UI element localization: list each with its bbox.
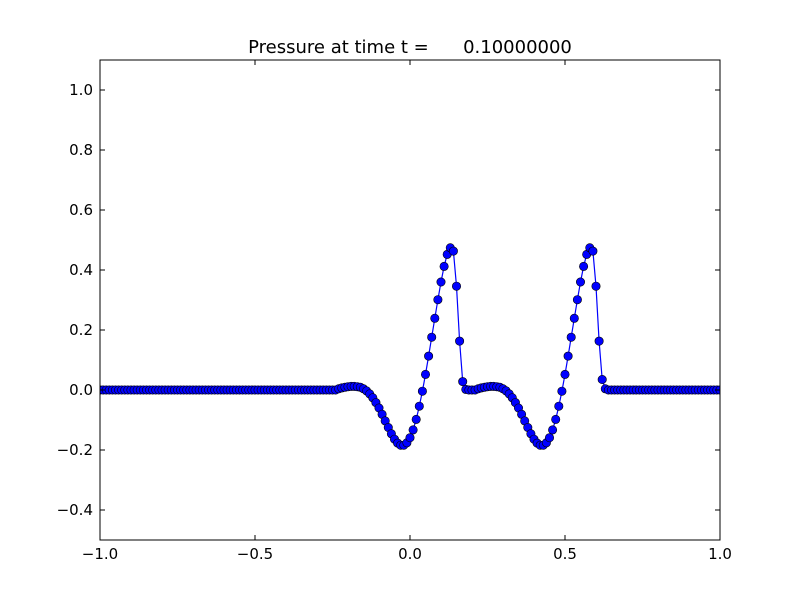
- y-tick-label: 0.0: [69, 381, 93, 399]
- x-tick-label: 0.0: [398, 545, 422, 563]
- y-tick-label: −0.2: [57, 441, 93, 459]
- data-point: [458, 377, 468, 387]
- x-tick-label: 0.5: [553, 545, 577, 563]
- data-point: [579, 261, 589, 271]
- data-point: [591, 281, 601, 291]
- data-point: [548, 425, 558, 435]
- data-point: [544, 433, 554, 443]
- data-point: [597, 374, 607, 384]
- chart-title: Pressure at time t = 0.10000000: [248, 37, 572, 58]
- data-point: [572, 295, 582, 305]
- plot-frame: [99, 59, 721, 541]
- data-point: [557, 386, 567, 396]
- axis-ticks: −1.0 −0.5 0.0 0.5 1.0 −0.4 −0.2 0.0 0.2 0.4 0.6 0.8…: [57, 60, 732, 563]
- data-point: [569, 313, 579, 323]
- data-point: [424, 351, 434, 361]
- data-point: [448, 246, 458, 256]
- data-point: [455, 336, 465, 346]
- y-tick-label: 1.0: [69, 81, 93, 99]
- data-point: [551, 414, 561, 424]
- x-tick-label: −0.5: [237, 545, 273, 563]
- data-point: [420, 369, 430, 379]
- x-tick-label: 1.0: [708, 545, 732, 563]
- data-point: [411, 414, 421, 424]
- data-point: [594, 336, 604, 346]
- data-point: [563, 351, 573, 361]
- data-point: [575, 277, 585, 287]
- data-point: [560, 369, 570, 379]
- data-point: [436, 277, 446, 287]
- data-point: [451, 281, 461, 291]
- y-tick-label: 0.6: [69, 201, 93, 219]
- y-tick-label: 0.2: [69, 321, 93, 339]
- data-point: [414, 401, 424, 411]
- data-point: [588, 246, 598, 256]
- plot-area: [100, 243, 720, 450]
- x-tick-label: −1.0: [82, 545, 118, 563]
- series-group: [100, 243, 720, 450]
- data-point: [566, 332, 576, 342]
- data-point: [433, 295, 443, 305]
- data-point: [405, 433, 415, 443]
- data-point: [408, 425, 418, 435]
- data-point: [427, 332, 437, 342]
- y-tick-label: 0.4: [69, 261, 93, 279]
- data-point: [417, 386, 427, 396]
- data-point: [430, 313, 440, 323]
- data-point: [554, 401, 564, 411]
- data-point: [439, 261, 449, 271]
- y-tick-label: −0.4: [57, 501, 93, 519]
- y-tick-label: 0.8: [69, 141, 93, 159]
